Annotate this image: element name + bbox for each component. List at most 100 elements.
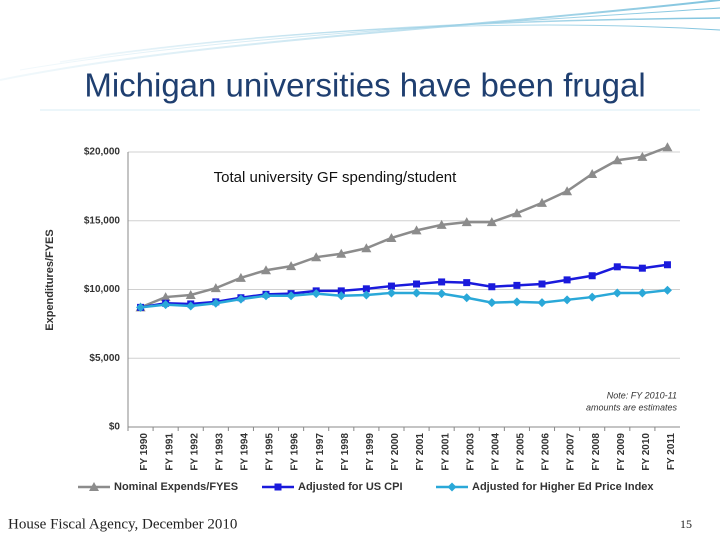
marker — [462, 293, 472, 303]
marker — [488, 283, 496, 291]
marker — [386, 232, 397, 242]
marker — [637, 288, 647, 298]
marker — [463, 279, 471, 287]
x-tick-label: FY 1992 — [189, 433, 200, 471]
marker — [587, 292, 597, 302]
y-tick-label: $0 — [109, 422, 121, 433]
marker — [236, 294, 246, 304]
page-number: 15 — [680, 517, 692, 531]
legend-label: Adjusted for Higher Ed Price Index — [472, 481, 654, 493]
y-tick-label: $15,000 — [84, 215, 121, 226]
marker — [337, 287, 345, 295]
x-tick-label: FY 1996 — [290, 433, 301, 471]
marker — [136, 302, 146, 312]
footer: House Fiscal Agency, December 2010 — [8, 516, 237, 532]
marker — [637, 151, 648, 161]
x-tick-label: FY 2011 — [666, 433, 677, 471]
marker — [436, 219, 447, 229]
x-tick-label: FY 2001 — [415, 433, 426, 471]
series-line — [140, 288, 668, 309]
marker — [537, 298, 547, 308]
marker — [186, 301, 196, 311]
marker — [160, 292, 171, 302]
marker — [438, 278, 446, 286]
marker — [537, 197, 547, 207]
x-tick-label: FY 1991 — [164, 433, 175, 471]
x-tick-label: FY 1997 — [315, 433, 326, 471]
marker — [487, 298, 497, 308]
chart-title: Total university GF spending/student — [214, 169, 457, 186]
marker — [411, 225, 422, 235]
marker — [663, 261, 671, 269]
marker — [613, 263, 621, 271]
series-line — [140, 146, 668, 309]
marker — [361, 243, 372, 253]
marker — [185, 290, 196, 299]
marker — [587, 169, 598, 178]
note: Note: FY 2010-11 — [607, 390, 677, 400]
slide-title: Michigan universities have been frugal — [84, 67, 645, 104]
x-tick-label: FY 1995 — [265, 433, 276, 471]
marker — [311, 252, 322, 262]
marker — [412, 288, 422, 298]
x-tick-label: FY 2008 — [591, 433, 602, 471]
y-tick-label: $10,000 — [84, 284, 121, 295]
marker — [588, 272, 596, 280]
decor — [0, 0, 720, 111]
x-tick-label: FY 1998 — [340, 433, 351, 471]
x-tick-label: FY 2005 — [516, 433, 527, 471]
y-tick-label: $5,000 — [89, 353, 120, 364]
x-tick-label: FY 2006 — [541, 433, 552, 471]
x-tick-label: FY 1994 — [240, 433, 251, 471]
x-tick-label: FY 1993 — [214, 433, 225, 471]
marker — [387, 282, 395, 290]
x-tick-label: FY 2003 — [465, 433, 476, 471]
marker — [336, 248, 347, 258]
marker — [562, 186, 573, 196]
marker — [511, 208, 522, 218]
x-tick-label: FY 2000 — [390, 433, 401, 471]
marker — [261, 265, 271, 275]
x-tick-label: FY 2010 — [641, 433, 652, 471]
marker — [486, 217, 497, 227]
legend-marker — [274, 483, 282, 491]
x-tick-label: FY 1999 — [365, 433, 376, 471]
series-line — [140, 263, 668, 309]
marker — [662, 142, 673, 152]
marker — [235, 272, 246, 282]
x-tick-label: FY 2001 — [440, 433, 451, 471]
marker — [563, 276, 571, 284]
marker — [461, 217, 472, 227]
marker — [286, 291, 296, 301]
marker — [612, 155, 623, 165]
marker — [161, 300, 171, 310]
marker — [361, 290, 371, 300]
marker — [210, 283, 221, 293]
marker — [513, 281, 521, 289]
legend-label: Adjusted for US CPI — [298, 481, 403, 493]
legend-marker — [89, 482, 99, 491]
marker — [386, 288, 396, 298]
x-tick-label: FY 2009 — [616, 433, 627, 471]
legend-marker — [447, 482, 457, 492]
note: amounts are estimates — [586, 402, 678, 412]
marker — [437, 289, 447, 299]
marker — [336, 291, 346, 301]
marker — [311, 289, 321, 299]
marker — [261, 291, 271, 301]
marker — [562, 295, 572, 305]
x-tick-label: FY 1990 — [139, 433, 150, 471]
marker — [538, 280, 546, 288]
marker — [362, 285, 370, 293]
x-tick-label: FY 2004 — [490, 433, 501, 471]
marker — [413, 280, 421, 288]
marker — [638, 264, 646, 272]
y-axis-label: Expenditures/FYES — [44, 229, 56, 330]
marker — [211, 298, 221, 308]
marker — [662, 285, 672, 295]
marker — [512, 297, 522, 307]
marker — [286, 261, 297, 271]
y-tick-label: $20,000 — [84, 147, 121, 158]
